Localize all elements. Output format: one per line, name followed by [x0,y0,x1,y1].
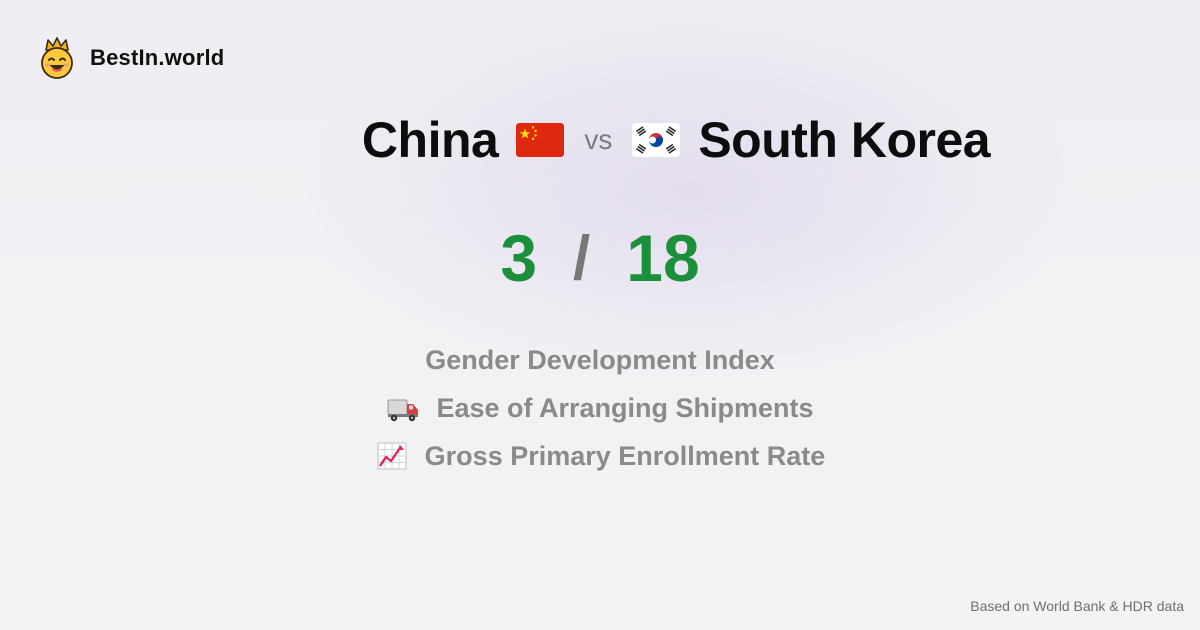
metric-item: Gender Development Index [425,336,775,384]
metric-item: Gross Primary Enrollment Rate [375,432,826,480]
rank-separator: / [573,223,591,293]
data-source-note: Based on World Bank & HDR data [970,598,1184,614]
left-country-name: China [361,112,499,168]
brand[interactable]: BestIn.world [38,36,224,80]
brand-name: BestIn.world [90,45,225,70]
truck-icon [387,399,419,422]
china-flag-icon [516,123,565,157]
rank-score: 3 / 18 [0,218,1200,298]
metric-label: Ease of Arranging Shipments [436,392,814,423]
right-country-name: South Korea [698,112,991,168]
crowned-smiley-icon [41,37,73,79]
comparison-title: China vs South Korea [0,108,1200,172]
south-korea-flag-icon [632,123,681,157]
left-rank: 3 [500,221,538,295]
metric-list: Gender Development Index Ease of Arrangi… [0,336,1200,480]
right-rank: 18 [626,221,700,295]
metric-item: Ease of Arranging Shipments [386,384,814,432]
vs-label: vs [584,124,613,155]
chart-increasing-icon [377,442,407,470]
metric-label: Gender Development Index [425,344,775,375]
metric-label: Gross Primary Enrollment Rate [424,440,826,471]
